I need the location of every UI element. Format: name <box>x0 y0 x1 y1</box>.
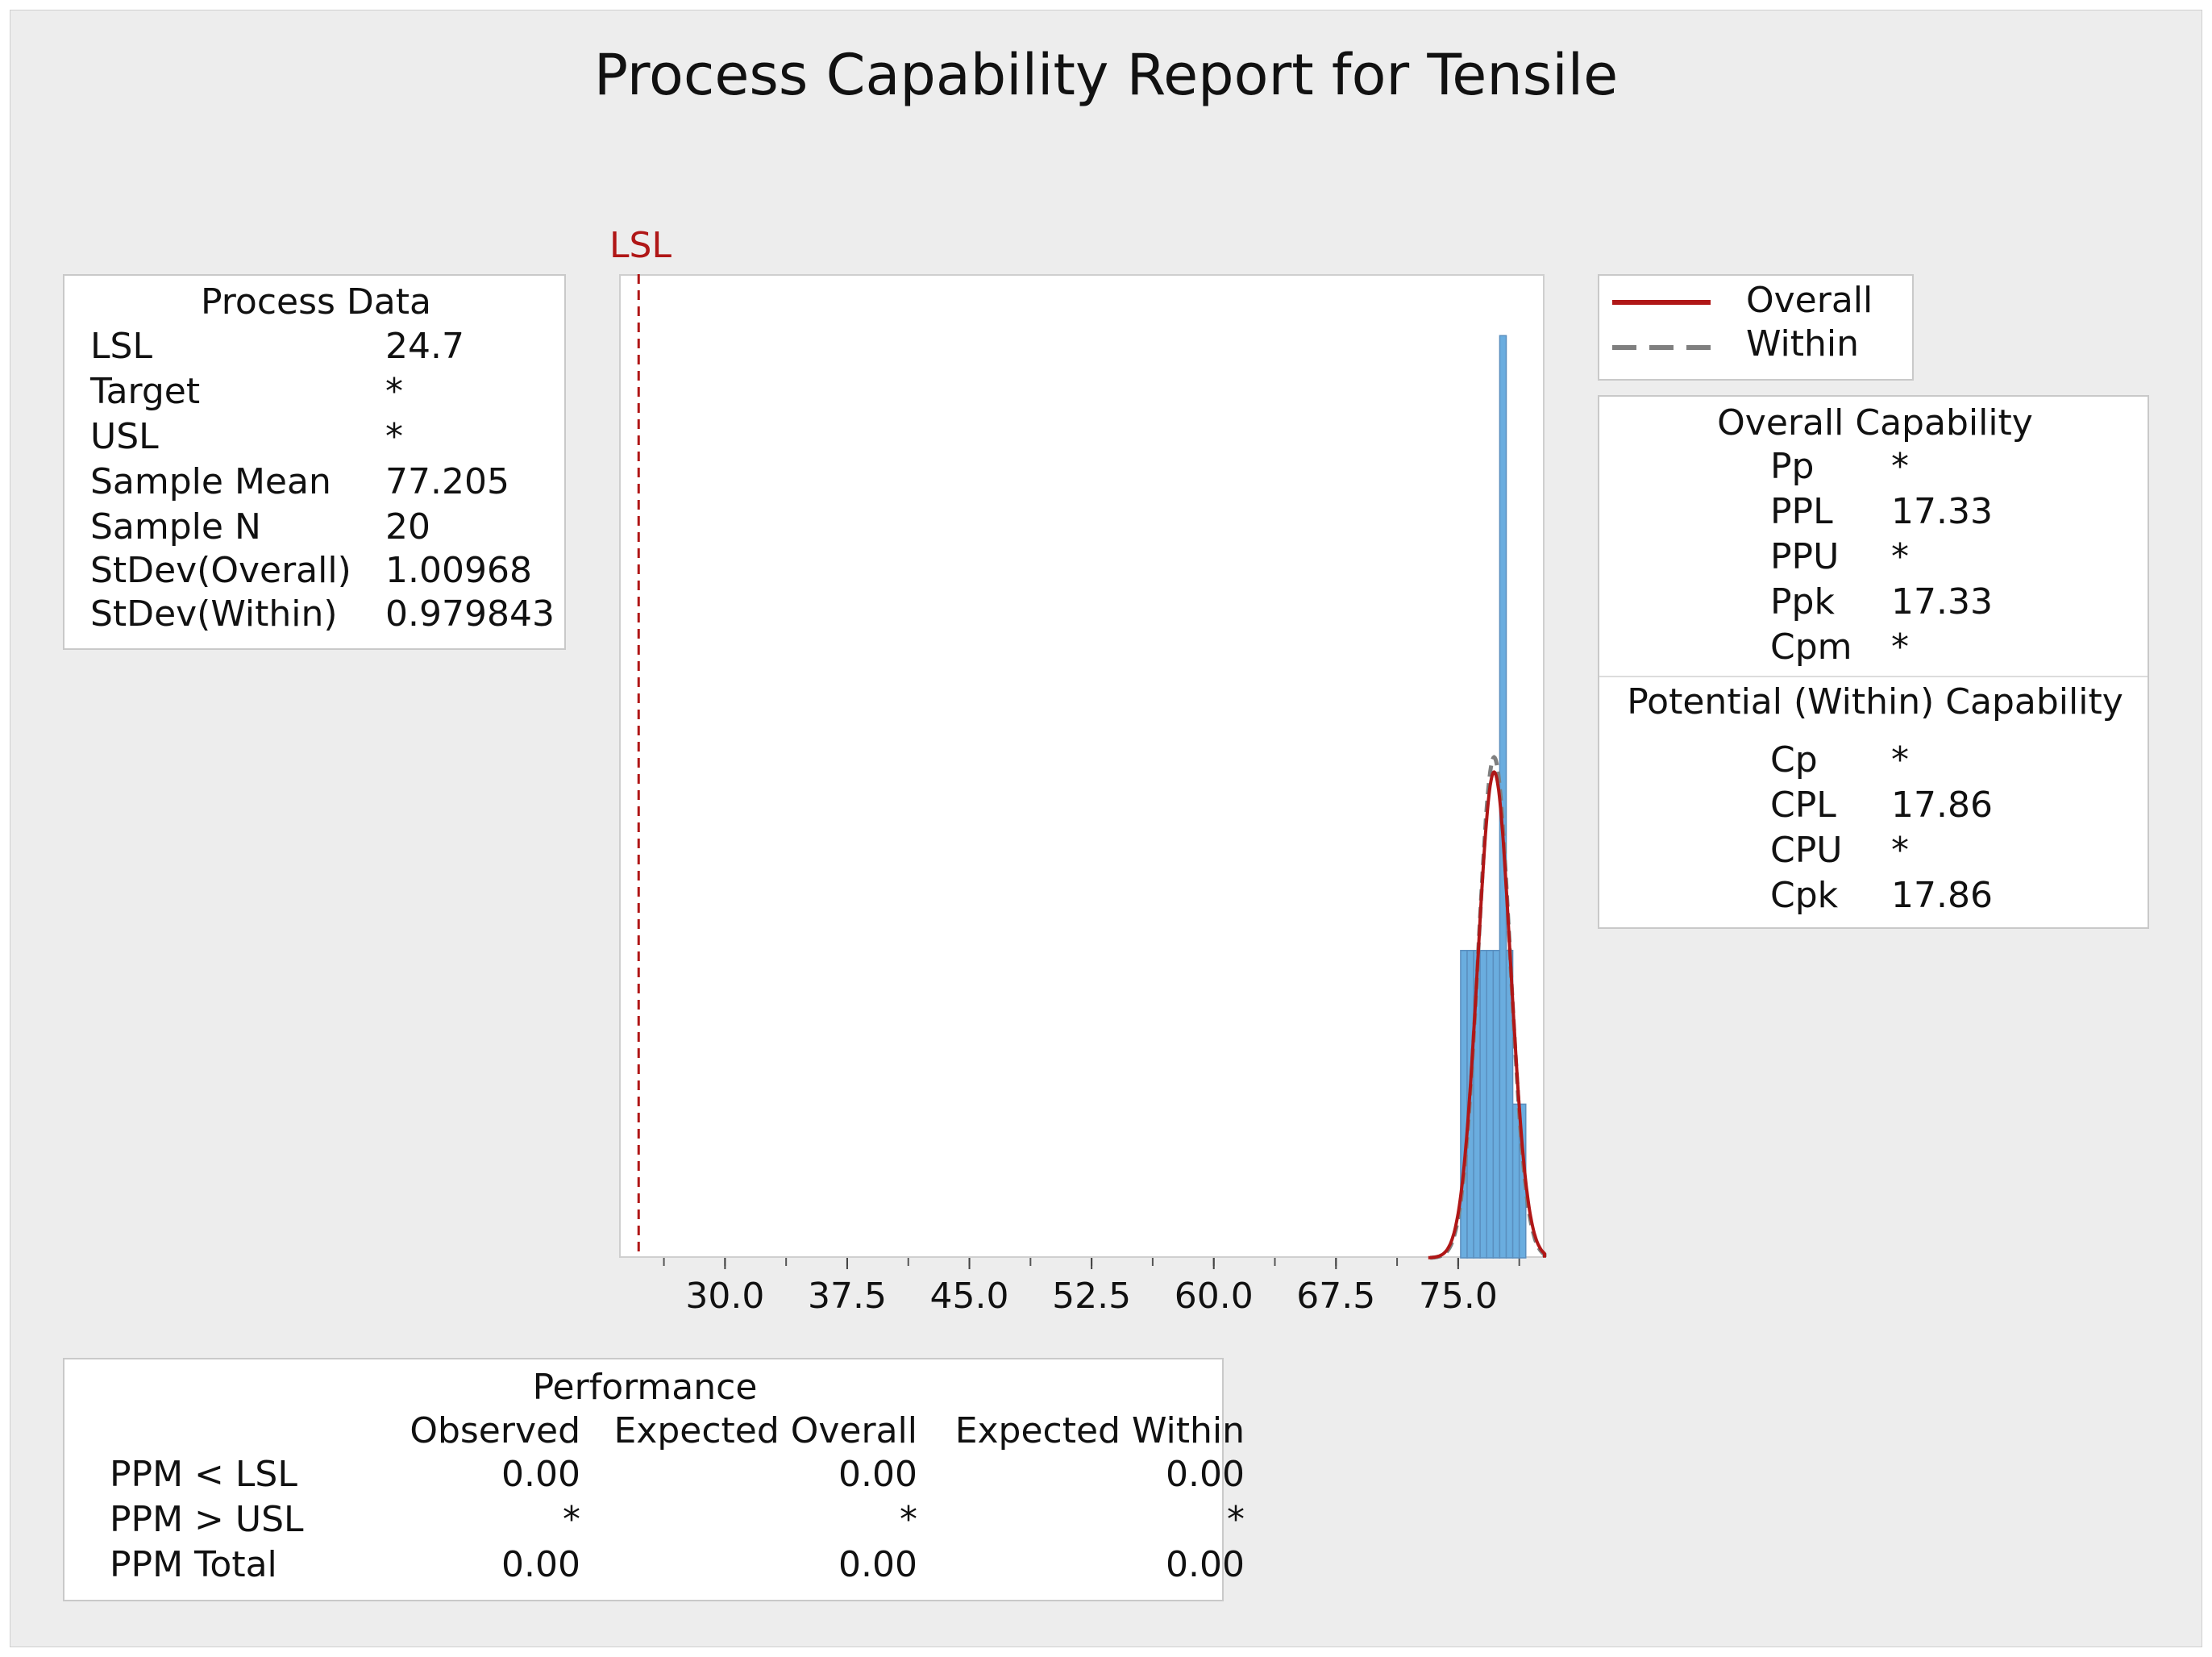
capability-value: 17.86 <box>1891 875 1993 916</box>
process-data-value: 20 <box>385 506 430 547</box>
process-data-label: USL <box>90 416 159 457</box>
x-tick-label: 37.5 <box>808 1276 887 1317</box>
capability-label: CPU <box>1770 830 1843 871</box>
process-data-label: Target <box>90 371 201 412</box>
performance-panel: Performance Observed Expected Overall Ex… <box>63 1358 1245 1601</box>
process-data-panel: Process Data LSL 24.7 Target * USL * Sam… <box>63 274 566 650</box>
within-capability-heading: Potential (Within) Capability <box>1627 681 2123 722</box>
capability-label: Cp <box>1770 739 1818 781</box>
report-title: Process Capability Report for Tensile <box>593 42 1619 108</box>
histogram-bar <box>1492 950 1501 1259</box>
capability-label: Ppk <box>1770 581 1835 622</box>
legend-panel: Overall Within <box>1598 274 1914 381</box>
performance-row-label: PPM < LSL <box>110 1454 297 1495</box>
x-tick-label: 45.0 <box>930 1276 1009 1317</box>
capability-value: * <box>1891 446 1909 487</box>
capability-value: 17.33 <box>1891 581 1993 622</box>
performance-column-header: Observed <box>410 1410 580 1451</box>
legend-overall-label: Overall <box>1746 280 1873 321</box>
performance-cell: 0.00 <box>501 1544 580 1585</box>
performance-cell: * <box>900 1499 917 1540</box>
performance-cell: * <box>563 1499 580 1540</box>
x-tick-label: 60.0 <box>1175 1276 1254 1317</box>
performance-cell: 0.00 <box>1166 1544 1245 1585</box>
performance-cell: 0.00 <box>838 1454 917 1495</box>
performance-column-header: Expected Overall <box>613 1410 917 1451</box>
performance-cell: 0.00 <box>1166 1454 1245 1495</box>
overall-capability-heading: Overall Capability <box>1717 402 2033 443</box>
process-data-label: StDev(Overall) <box>90 550 351 591</box>
process-data-value: 0.979843 <box>385 593 555 635</box>
histogram-bar <box>1479 950 1488 1259</box>
performance-row-label: PPM > USL <box>110 1499 304 1540</box>
within-legend-line <box>1612 345 1711 350</box>
capability-value: * <box>1891 830 1909 871</box>
capability-label: Cpk <box>1770 875 1839 916</box>
overall-legend-line <box>1612 300 1711 305</box>
performance-cell: * <box>1227 1499 1245 1540</box>
process-data-heading: Process Data <box>201 281 431 323</box>
capability-value: 17.86 <box>1891 785 1993 826</box>
process-data-value: * <box>385 371 403 412</box>
capability-label: PPL <box>1770 491 1833 532</box>
performance-row-label: PPM Total <box>110 1544 277 1585</box>
legend-within-label: Within <box>1746 323 1860 364</box>
capability-value: 17.33 <box>1891 491 1993 532</box>
x-tick-label: 52.5 <box>1052 1276 1131 1317</box>
x-tick-label: 75.0 <box>1419 1276 1498 1317</box>
process-data-label: StDev(Within) <box>90 593 338 635</box>
capability-label: CPL <box>1770 785 1836 826</box>
x-tick-label: 30.0 <box>685 1276 764 1317</box>
process-data-value: 24.7 <box>385 326 464 367</box>
performance-heading: Performance <box>532 1367 758 1408</box>
capability-panel: Overall Capability Pp * PPL 17.33 PPU * … <box>1598 395 2149 929</box>
performance-cell: 0.00 <box>501 1454 580 1495</box>
histogram-bar <box>1486 950 1495 1259</box>
histogram-plot <box>619 274 1545 1258</box>
process-data-label: Sample Mean <box>90 461 331 502</box>
capability-divider <box>1599 676 2148 677</box>
performance-column-header: Expected Within <box>954 1410 1245 1451</box>
performance-cell: 0.00 <box>838 1544 917 1585</box>
histogram-bar <box>1460 950 1468 1259</box>
capability-label: Pp <box>1770 446 1815 487</box>
overall-curve <box>1428 770 1546 1259</box>
process-data-value: 1.00968 <box>385 550 532 591</box>
capability-label: PPU <box>1770 536 1840 577</box>
process-data-label: LSL <box>90 326 152 367</box>
process-data-label: Sample N <box>90 506 261 547</box>
capability-value: * <box>1891 536 1909 577</box>
process-data-value: * <box>385 416 403 457</box>
capability-value: * <box>1891 627 1909 668</box>
x-tick-label: 67.5 <box>1296 1276 1375 1317</box>
lsl-label: LSL <box>609 225 672 266</box>
capability-value: * <box>1891 739 1909 781</box>
capability-label: Cpm <box>1770 627 1852 668</box>
process-data-value: 77.205 <box>385 461 509 502</box>
